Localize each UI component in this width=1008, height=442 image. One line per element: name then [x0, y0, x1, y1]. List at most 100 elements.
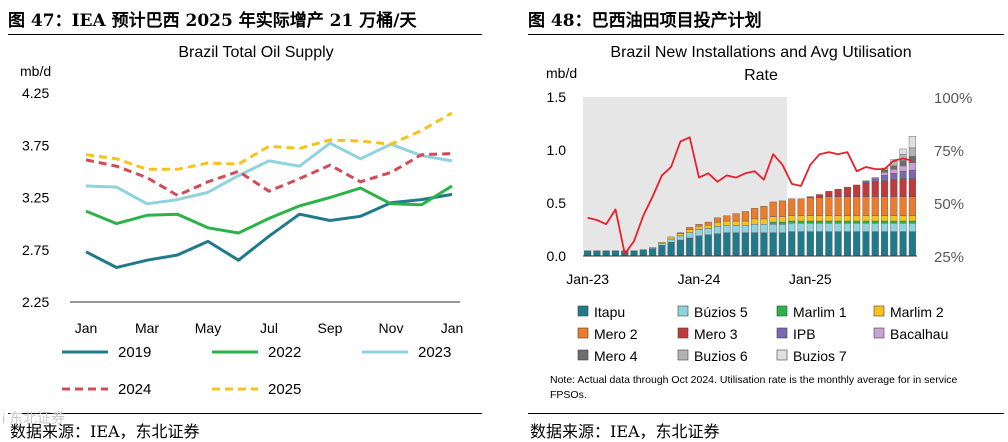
bar-segment-Búzios 5	[797, 222, 805, 232]
bar-segment-Itapu	[760, 232, 768, 257]
x-tick-label: Jan-23	[566, 271, 609, 287]
bar-segment-Mero 3	[871, 181, 879, 197]
bar-segment-Búzios 5	[686, 232, 694, 239]
bar-segment-Mero 2	[732, 213, 740, 222]
bar-segment-Marlim 1	[797, 220, 805, 224]
bar-segment-Marlim 2	[862, 215, 870, 222]
bar-segment-Marlim 2	[713, 221, 722, 227]
bar-segment-Itapu	[843, 231, 851, 257]
left-caption-rule	[8, 34, 482, 35]
y-axis-label: mb/d	[20, 63, 51, 79]
bar-segment-Búzios 5	[695, 229, 703, 237]
bar-segment-Búzios 5	[778, 223, 787, 233]
watermark: i 东北证券	[2, 410, 65, 426]
chart-title-line-1: Brazil New Installations and Avg Utilisa…	[610, 44, 911, 61]
legend-label-Mero 4: Mero 4	[594, 348, 638, 364]
bar-segment-Mero 3	[816, 194, 824, 198]
bar-segment-Itapu	[602, 250, 610, 257]
bar-segment-Búzios 5	[825, 222, 833, 232]
bar-segment-Búzios 5	[880, 222, 889, 232]
bar-segment-IPB	[871, 178, 879, 182]
bar-segment-Búzios 5	[667, 238, 675, 243]
bar-segment-Bacalhau	[871, 177, 879, 179]
bar-segment-Itapu	[584, 250, 592, 257]
bar-segment-Itapu	[862, 231, 870, 257]
bar-segment-Mero 2	[778, 200, 787, 217]
bar-segment-Mero 3	[834, 189, 842, 197]
legend-label-Bacalhau: Bacalhau	[890, 326, 948, 342]
left-source-rule	[8, 413, 482, 414]
bar-segment-Búzios 5	[732, 225, 740, 233]
bar-segment-Marlim 2	[723, 220, 731, 226]
bar-segment-Mero 2	[788, 198, 796, 216]
bar-segment-Mero 2	[769, 201, 777, 217]
bar-segment-Marlim 2	[695, 226, 703, 230]
bar-segment-Marlim 2	[853, 215, 861, 222]
legend-swatch-IPB	[776, 327, 788, 339]
bar-segment-Marlim 1	[825, 220, 833, 224]
bar-segment-Búzios 5	[704, 228, 712, 236]
bar-segment-Itapu	[658, 245, 666, 257]
bar-segment-Búzios 5	[658, 243, 666, 246]
x-tick-label: Jan-24	[678, 271, 721, 287]
right-figure-panel: 图 48：巴西油田项目投产计划 Brazil New Installations…	[520, 0, 1008, 442]
bar-segment-Búzios 5	[871, 222, 879, 232]
series-line-2022	[85, 184, 453, 235]
bar-segment-Itapu	[649, 248, 657, 257]
series-line-2025	[85, 111, 453, 171]
bar-segment-Bacalhau	[899, 165, 907, 172]
bar-segment-Mero 3	[806, 196, 814, 198]
bar-segment-Búzios 5	[751, 223, 759, 233]
bar-segment-Itapu	[704, 234, 712, 257]
bar-segment-Marlim 1	[853, 220, 861, 224]
legend-swatch-Buzios 6	[677, 349, 689, 361]
y-tick-label: 0.0	[547, 248, 567, 264]
left-line-chart: Brazil Total Oil Supply mb/d 2.25 2.75 3.25 3…	[20, 44, 463, 398]
legend-label-Buzios 7: Buzios 7	[793, 348, 847, 364]
bar-segment-Mero 3	[899, 178, 907, 197]
bar-segment-Bacalhau	[908, 162, 916, 171]
bar-segment-IPB	[908, 169, 916, 179]
bar-segment-Búzios 5	[843, 222, 851, 232]
bar-segment-Búzios 5	[890, 222, 898, 232]
bar-segment-Marlim 1	[880, 220, 889, 224]
bar-segment-Mero 3	[908, 178, 916, 197]
bar-segment-Mero 2	[797, 198, 805, 216]
bar-segment-Itapu	[611, 250, 620, 257]
bar-segment-Mero 2	[751, 208, 759, 220]
bar-segment-Marlim 1	[871, 220, 879, 224]
x-tick-label: May	[195, 320, 221, 336]
legend-label-Mero 3: Mero 3	[694, 326, 738, 342]
y2-tick-label: 25%	[934, 249, 964, 266]
bar-segment-Itapu	[741, 232, 749, 257]
bar-segment-Itapu	[630, 250, 638, 257]
bar-segment-Marlim 1	[769, 221, 777, 225]
bar-segment-Itapu	[686, 237, 694, 257]
bar-segment-Mero 4	[880, 169, 889, 173]
bar-segment-Marlim 2	[797, 215, 805, 222]
series-line-2024	[85, 152, 453, 197]
bar-segment-Itapu	[713, 233, 722, 257]
bar-segment-Itapu	[853, 231, 861, 257]
bar-segment-Buzios 7	[908, 136, 916, 149]
bar-segment-Buzios 7	[899, 148, 907, 155]
bar-segment-Itapu	[899, 231, 907, 257]
legend-swatch-Itapu	[577, 305, 589, 317]
legend-label-Marlim 2: Marlim 2	[890, 304, 944, 320]
legend-label-Búzios 5: Búzios 5	[694, 304, 748, 320]
bar-segment-IPB	[880, 175, 889, 181]
chart-title: Brazil Total Oil Supply	[178, 44, 333, 61]
legend-swatch-Mero 4	[577, 349, 589, 361]
bar-segment-Mero 2	[890, 196, 898, 216]
bar-segment-Mero 2	[723, 215, 731, 222]
legend-swatch-Buzios 7	[776, 349, 788, 361]
bar-segment-Marlim 1	[816, 220, 824, 224]
bar-segment-Mero 4	[890, 165, 898, 170]
legend-label-Mero 2: Mero 2	[594, 326, 638, 342]
bar-segment-Itapu	[769, 232, 777, 257]
legend-swatch-Marlim 2	[873, 305, 885, 317]
right-caption-rule	[528, 34, 1004, 35]
bar-segment-Mero 2	[834, 196, 842, 216]
bar-segment-Mero 2	[741, 211, 749, 222]
x-tick-label: Jul	[260, 320, 278, 336]
